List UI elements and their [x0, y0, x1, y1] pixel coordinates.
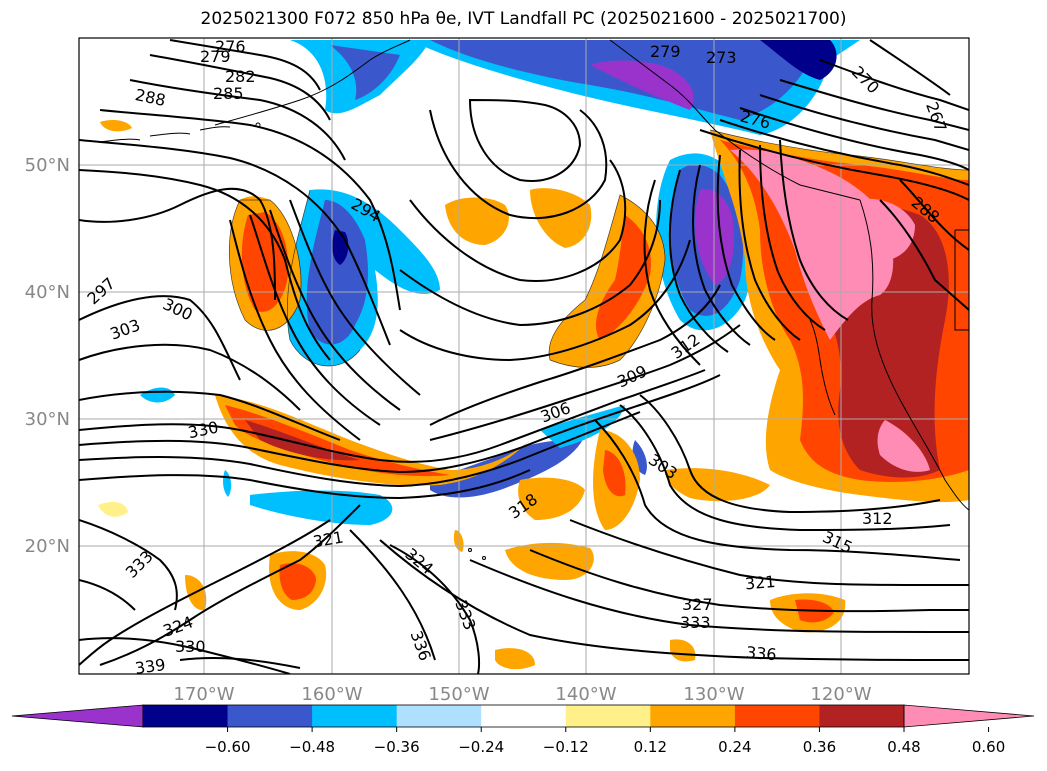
filled-contours	[79, 38, 969, 674]
lat-label: 30°N	[25, 409, 70, 430]
lon-label: 120°W	[810, 684, 871, 705]
ivt-positive-region	[665, 468, 770, 502]
ivt-positive-region	[98, 501, 128, 517]
colorbar-segment	[227, 705, 313, 727]
lon-label: 130°W	[683, 684, 744, 705]
ivt-positive-region	[279, 563, 316, 600]
latitude-labels: 50°N 40°N 30°N 20°N	[25, 155, 70, 557]
ivt-negative-region	[540, 405, 625, 448]
ivt-negative-region	[306, 200, 368, 345]
colorbar-tick-label: −0.36	[374, 738, 420, 756]
contour-label: 339	[134, 655, 167, 678]
colorbar-tick-label: −0.24	[458, 738, 504, 756]
ivt-positive-region	[505, 542, 594, 580]
contour-label: 273	[706, 48, 737, 67]
contour-label: 333	[680, 613, 711, 632]
colorbar-tick-label: −0.60	[205, 738, 251, 756]
lon-label: 150°W	[428, 684, 489, 705]
colorbar-tick-label: 0.12	[634, 738, 667, 756]
figure-title: 2025021300 F072 850 hPa θe, IVT Landfall…	[200, 9, 847, 29]
ivt-positive-region	[853, 198, 915, 261]
islands	[99, 122, 486, 560]
contour-label: 276	[215, 37, 246, 56]
colorbar-segment	[565, 705, 651, 727]
colorbar-tick-label: 0.48	[887, 738, 920, 756]
ivt-negative-region	[760, 40, 837, 80]
ivt-positive-region	[530, 188, 592, 248]
ivt-negative-region	[430, 435, 585, 498]
colorbar-extend-max	[903, 704, 1035, 728]
ivt-positive-region	[603, 450, 626, 497]
longitude-labels: 170°W 160°W 150°W 140°W 130°W 120°W	[173, 684, 871, 705]
colorbar-segment	[650, 705, 736, 727]
colorbar-segment	[734, 705, 820, 727]
contour-label: 312	[862, 509, 893, 528]
theta-e-contours	[79, 39, 969, 674]
ivt-positive-region	[518, 477, 585, 520]
ivt-positive-region	[495, 648, 535, 670]
colorbar-tick-label: 0.60	[972, 738, 1005, 756]
colorbar-tick-label: −0.48	[289, 738, 335, 756]
colorbar-segment	[481, 705, 567, 727]
colorbar-segment	[312, 705, 398, 727]
lat-label: 20°N	[25, 536, 70, 557]
colorbar-tick-label: 0.36	[803, 738, 836, 756]
ivt-positive-region	[877, 420, 930, 472]
colorbar-segment	[396, 705, 482, 727]
colorbar-frame	[142, 704, 905, 728]
colorbar-segment	[143, 705, 229, 727]
ivt-positive-region	[245, 420, 360, 461]
ivt-positive-region	[445, 197, 509, 245]
ivt-positive-region	[100, 120, 132, 132]
colorbar-segment	[819, 705, 905, 727]
contour-label: 327	[682, 595, 713, 614]
coastline	[214, 39, 969, 511]
colorbar-tick-label: −0.12	[543, 738, 589, 756]
contour-label: 279	[650, 42, 681, 61]
contour-label: 330	[175, 637, 206, 656]
lon-label: 160°W	[301, 684, 362, 705]
colorbar-extend-min	[11, 704, 144, 728]
contour-label: 279	[200, 47, 231, 66]
lat-label: 40°N	[25, 282, 70, 303]
colorbar: −0.60 −0.48 −0.36 −0.24 −0.12 0.12 0.24 0.36 0.4…	[11, 704, 1035, 756]
contour-label: 285	[213, 84, 244, 103]
ivt-negative-region	[330, 45, 400, 100]
contour-label: 321	[744, 572, 776, 594]
map-frame	[78, 37, 970, 675]
contour-label: 282	[225, 67, 256, 86]
ivt-negative-region	[590, 60, 694, 110]
lon-label: 170°W	[173, 684, 234, 705]
ivt-positive-region	[215, 395, 530, 486]
gridlines	[79, 38, 969, 674]
contour-label: 336	[745, 643, 777, 665]
ivt-negative-region	[250, 490, 393, 525]
lon-label: 140°W	[555, 684, 616, 705]
ivt-positive-region	[595, 215, 651, 340]
colorbar-tick-label: 0.24	[718, 738, 751, 756]
ivt-positive-region	[670, 639, 696, 662]
lat-label: 50°N	[25, 155, 70, 176]
